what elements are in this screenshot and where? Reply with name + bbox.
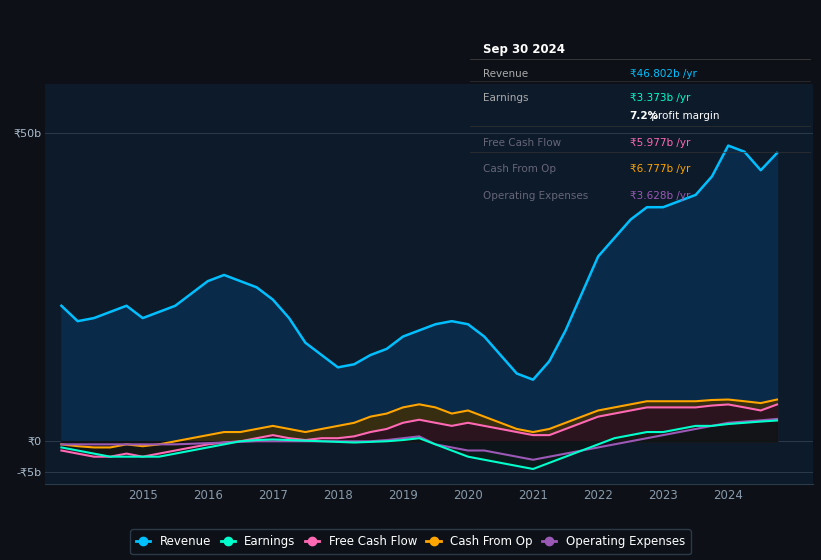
Text: 7.2%: 7.2% xyxy=(630,111,659,120)
Text: Revenue: Revenue xyxy=(484,69,529,79)
Text: Sep 30 2024: Sep 30 2024 xyxy=(484,43,565,56)
Text: ₹6.777b /yr: ₹6.777b /yr xyxy=(630,165,690,175)
Text: ₹5.977b /yr: ₹5.977b /yr xyxy=(630,138,690,148)
Text: profit margin: profit margin xyxy=(649,111,720,120)
Text: Operating Expenses: Operating Expenses xyxy=(484,190,589,200)
Text: -₹5b: -₹5b xyxy=(16,467,41,477)
Text: Earnings: Earnings xyxy=(484,94,529,103)
Text: ₹3.628b /yr: ₹3.628b /yr xyxy=(630,190,690,200)
Text: ₹3.373b /yr: ₹3.373b /yr xyxy=(630,94,690,103)
Text: Cash From Op: Cash From Op xyxy=(484,165,557,175)
Text: ₹50b: ₹50b xyxy=(13,128,41,138)
Legend: Revenue, Earnings, Free Cash Flow, Cash From Op, Operating Expenses: Revenue, Earnings, Free Cash Flow, Cash … xyxy=(131,529,690,554)
Text: ₹46.802b /yr: ₹46.802b /yr xyxy=(630,69,697,79)
Text: ₹0: ₹0 xyxy=(27,436,41,446)
Text: Free Cash Flow: Free Cash Flow xyxy=(484,138,562,148)
